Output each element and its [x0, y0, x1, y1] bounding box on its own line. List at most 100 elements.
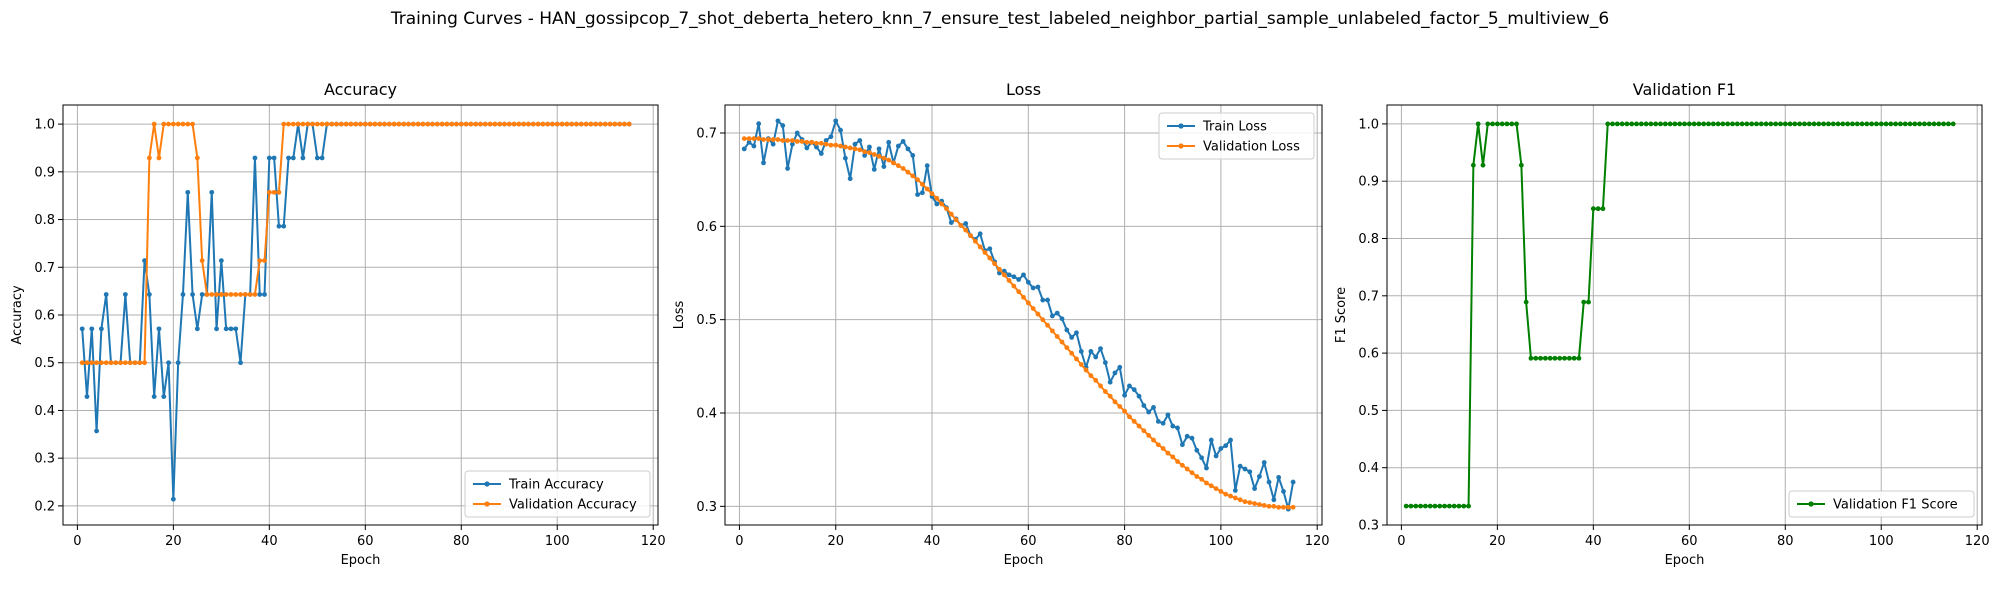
- data-point: [1686, 121, 1692, 127]
- data-point: [1074, 330, 1079, 336]
- data-point: [1653, 121, 1659, 127]
- data-point: [1744, 121, 1750, 127]
- data-point: [924, 163, 930, 169]
- x-tick-label: 80: [453, 534, 470, 549]
- data-point: [473, 121, 479, 127]
- data-point: [929, 191, 935, 197]
- data-point: [1739, 121, 1745, 127]
- data-point: [233, 326, 239, 332]
- data-point: [828, 134, 834, 140]
- data-point: [1025, 300, 1031, 306]
- data-point: [1715, 121, 1721, 127]
- data-point: [977, 244, 983, 250]
- data-point: [343, 121, 349, 127]
- data-point: [1802, 121, 1807, 127]
- data-point: [545, 121, 551, 127]
- data-point: [1480, 162, 1486, 168]
- data-point: [891, 160, 896, 166]
- data-point: [1691, 121, 1697, 127]
- data-point: [1189, 470, 1195, 476]
- data-point: [1528, 355, 1534, 361]
- data-point: [944, 206, 949, 212]
- data-point: [1778, 121, 1783, 127]
- data-point: [564, 121, 570, 127]
- data-point: [415, 121, 421, 127]
- data-point: [367, 121, 373, 127]
- data-point: [1208, 437, 1214, 443]
- data-point: [1122, 392, 1128, 398]
- data-point: [838, 127, 843, 133]
- data-point: [1538, 355, 1543, 361]
- data-point: [310, 121, 315, 127]
- y-tick-label: 0.3: [34, 452, 55, 467]
- subplot-1: 0 20 40 60 80 100 120 0.2 0.3 0.4 0.5 0.6 0.7 0.8 0.9 1…: [10, 80, 666, 568]
- data-point: [1442, 503, 1447, 509]
- data-point: [209, 292, 215, 297]
- data-point: [108, 360, 114, 366]
- data-point: [1461, 503, 1467, 509]
- data-point: [228, 326, 234, 332]
- data-point: [770, 141, 776, 147]
- data-point: [1131, 387, 1137, 393]
- data-point: [530, 121, 536, 127]
- subplot-title: Validation F1: [1633, 80, 1736, 99]
- data-point: [1011, 283, 1017, 289]
- data-point: [593, 121, 599, 127]
- data-point: [190, 292, 195, 297]
- data-point: [300, 155, 306, 161]
- data-point: [362, 121, 368, 127]
- data-point: [290, 121, 296, 127]
- data-point: [794, 130, 800, 136]
- data-point: [1576, 355, 1582, 361]
- y-tick-label: 0.8: [1358, 232, 1379, 247]
- axes-frame: [1386, 104, 1983, 526]
- data-point: [353, 121, 359, 127]
- data-point: [1547, 355, 1553, 361]
- data-point: [1001, 272, 1007, 278]
- data-point: [1204, 480, 1209, 486]
- series-line-1: [81, 123, 630, 501]
- data-point: [372, 121, 378, 127]
- legend: Train Loss Validation Loss: [1158, 112, 1315, 160]
- data-point: [876, 153, 882, 159]
- legend-label: Train Loss: [1202, 120, 1267, 135]
- data-point: [1552, 355, 1558, 361]
- subplot-title: Accuracy: [324, 80, 397, 99]
- data-point: [1107, 393, 1113, 399]
- data-point: [84, 360, 90, 366]
- data-point: [550, 121, 555, 127]
- data-point: [458, 121, 464, 127]
- data-point: [1252, 501, 1257, 506]
- data-point: [1040, 317, 1046, 323]
- data-point: [156, 155, 162, 161]
- data-point: [1926, 121, 1932, 127]
- data-point: [425, 121, 431, 127]
- data-point: [1030, 306, 1036, 311]
- data-point: [1021, 272, 1026, 278]
- data-point: [1146, 433, 1152, 438]
- data-point: [833, 142, 839, 148]
- data-point: [1451, 503, 1457, 509]
- data-point: [905, 169, 911, 175]
- data-point: [358, 121, 363, 127]
- data-point: [1763, 121, 1769, 127]
- y-tick-label: 0.2: [34, 499, 55, 514]
- data-point: [1634, 121, 1639, 127]
- data-point: [1204, 465, 1209, 471]
- data-point: [741, 146, 747, 152]
- data-point: [1266, 479, 1272, 485]
- data-point: [1782, 121, 1788, 127]
- data-point: [410, 121, 416, 127]
- data-point: [569, 121, 575, 127]
- data-point: [905, 146, 911, 152]
- data-point: [823, 138, 829, 143]
- data-point: [1088, 373, 1094, 379]
- data-point: [228, 292, 234, 297]
- data-point: [170, 121, 176, 127]
- data-point: [1271, 503, 1277, 509]
- data-point: [204, 292, 210, 297]
- data-point: [862, 149, 868, 155]
- data-point: [1730, 121, 1735, 127]
- data-point: [1078, 362, 1084, 367]
- data-point: [1888, 121, 1894, 127]
